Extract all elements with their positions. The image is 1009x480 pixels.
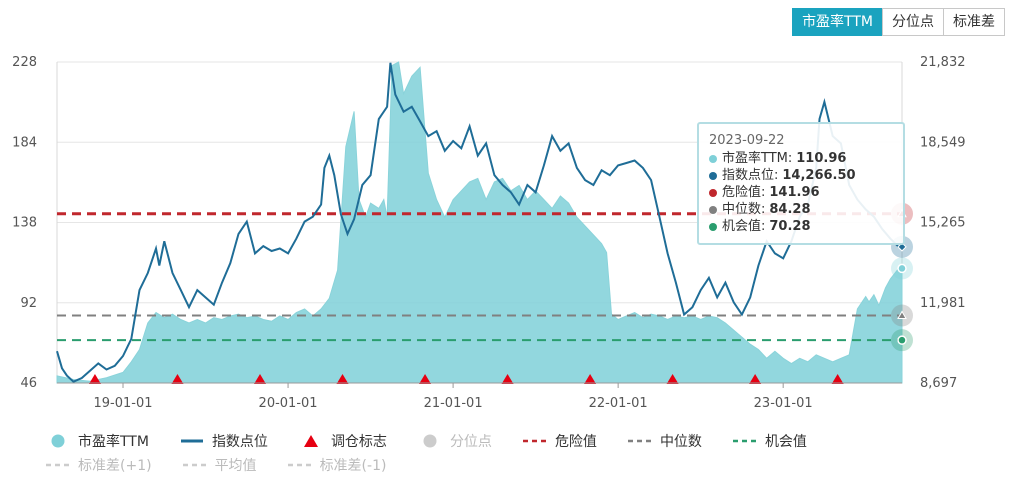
x-tick-label: 22-01-01: [589, 396, 648, 411]
legend-label: 机会值: [764, 434, 807, 450]
tooltip-value: 110.96: [796, 151, 847, 166]
legend-item[interactable]: 分位点: [417, 431, 492, 451]
rebalance-marker: [501, 374, 514, 384]
legend-dash-icon: [732, 434, 758, 448]
tooltip-date: 2023-09-22: [709, 133, 785, 148]
tooltip-label: 中位数:: [722, 202, 766, 217]
chart-legend: 市盈率TTM 指数点位 调仓标志 分位点 危险值 中位数 机会值 标准差(+1) 平均值 标准差…: [45, 430, 995, 478]
legend-dash-icon: [522, 434, 548, 448]
legend-label: 标准差(+1): [78, 458, 152, 474]
tab-percentile[interactable]: 分位点: [882, 8, 944, 36]
tooltip-color-dot: [709, 188, 717, 197]
legend-dash-icon: [182, 458, 208, 472]
legend-dash-icon: [627, 434, 653, 448]
legend-triangle-icon: [298, 434, 324, 448]
y-left-tick-label: 46: [20, 376, 37, 391]
legend-label: 危险值: [554, 434, 597, 450]
pe-end-marker: [891, 257, 913, 280]
tooltip-label: 机会值:: [722, 219, 766, 234]
legend-item[interactable]: 平均值: [182, 455, 257, 475]
tab-std-dev[interactable]: 标准差: [943, 8, 1005, 36]
y-right-tick-label: 18,549: [920, 135, 966, 150]
rebalance-marker: [666, 374, 679, 384]
x-tick-label: 23-01-01: [754, 396, 813, 411]
y-left-tick-label: 184: [12, 135, 37, 150]
y-right-tick-label: 11,981: [920, 296, 966, 311]
legend-item[interactable]: 标准差(+1): [45, 455, 152, 475]
legend-circle-icon: [417, 434, 443, 448]
tooltip-color-dot: [709, 154, 717, 163]
tooltip-color-dot: [709, 222, 717, 231]
y-right-tick-label: 21,832: [920, 55, 966, 70]
tooltip-value: 141.96: [769, 185, 820, 200]
legend-label: 标准差(-1): [319, 458, 387, 474]
y-left-tick-label: 228: [12, 55, 37, 70]
x-tick-label: 20-01-01: [259, 396, 318, 411]
index-line: [56, 62, 902, 383]
legend-label: 平均值: [214, 458, 257, 474]
y-right-tick-label: 8,697: [920, 376, 957, 391]
tooltip-row: 指数点位: 14,266.50: [709, 167, 893, 184]
legend-item[interactable]: 调仓标志: [298, 431, 387, 451]
legend-label: 指数点位: [211, 434, 268, 450]
tooltip-row: 中位数: 84.28: [709, 201, 893, 218]
rebalance-marker: [749, 374, 762, 384]
x-tick-label: 21-01-01: [424, 396, 483, 411]
legend-dash-icon: [45, 458, 71, 472]
tooltip-value: 70.28: [769, 219, 811, 234]
chart-tooltip: 2023-09-22 市盈率TTM: 110.96 指数点位: 14,266.50 危险…: [697, 122, 905, 245]
rebalance-marker: [171, 374, 184, 384]
tooltip-label: 危险值:: [722, 185, 766, 200]
legend-label: 调仓标志: [330, 434, 387, 450]
legend-label: 市盈率TTM: [78, 434, 149, 450]
rebalance-marker: [253, 374, 266, 384]
tooltip-row: 机会值: 70.28: [709, 218, 893, 235]
legend-item[interactable]: 危险值: [522, 431, 597, 451]
legend-item[interactable]: 指数点位: [179, 431, 268, 451]
tooltip-label: 指数点位:: [722, 168, 779, 183]
tooltip-color-dot: [709, 205, 717, 214]
tooltip-value: 84.28: [769, 202, 811, 217]
tab-pe-ttm[interactable]: 市盈率TTM: [792, 8, 883, 36]
legend-label: 分位点: [449, 434, 492, 450]
tooltip-row: 市盈率TTM: 110.96: [709, 150, 893, 167]
tooltip-label: 市盈率TTM:: [722, 151, 793, 166]
y-right-tick-label: 15,265: [920, 216, 966, 231]
rebalance-marker: [831, 374, 844, 384]
rebalance-marker: [88, 374, 101, 384]
legend-circle-icon: [45, 434, 71, 448]
x-tick-label: 19-01-01: [94, 396, 153, 411]
legend-item[interactable]: 标准差(-1): [287, 455, 387, 475]
metric-tabs: 市盈率TTM 分位点 标准差: [792, 8, 1005, 36]
legend-item[interactable]: 机会值: [732, 431, 807, 451]
y-left-tick-label: 92: [20, 296, 37, 311]
chance-end-marker: [891, 329, 913, 352]
median-end-marker: [891, 304, 913, 327]
rebalance-marker: [336, 374, 349, 384]
legend-line-icon: [179, 434, 205, 448]
y-left-tick-label: 138: [12, 216, 37, 231]
rebalance-marker: [584, 374, 597, 384]
tooltip-value: 14,266.50: [782, 168, 856, 183]
legend-label: 中位数: [659, 434, 702, 450]
rebalance-marker: [419, 374, 432, 384]
tooltip-color-dot: [709, 171, 717, 180]
legend-item[interactable]: 市盈率TTM: [45, 431, 149, 451]
legend-item[interactable]: 中位数: [627, 431, 702, 451]
legend-dash-icon: [287, 458, 313, 472]
tooltip-row: 危险值: 141.96: [709, 184, 893, 201]
